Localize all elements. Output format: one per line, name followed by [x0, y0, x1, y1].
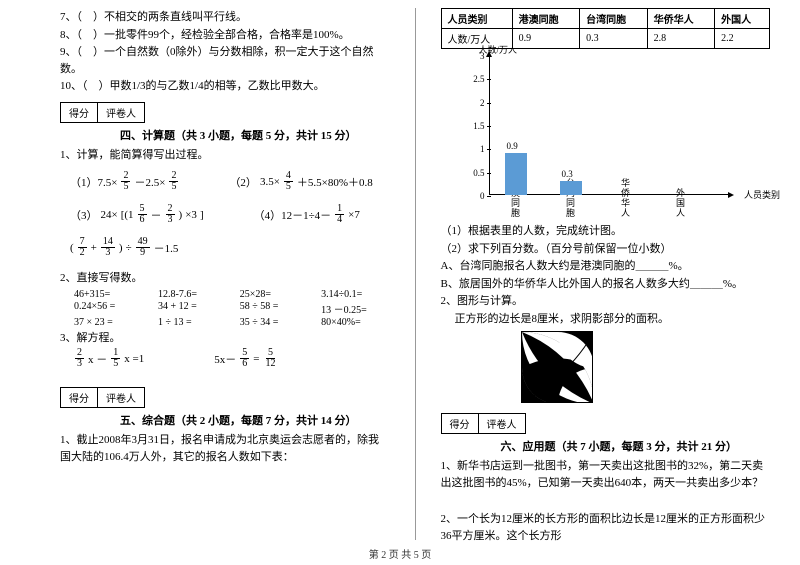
calc-grid: 46+315=12.8-7.6=25×28=3.14÷0.1= 0.24×56 … [74, 289, 390, 328]
q2-shape-intro: 2、图形与计算。 [441, 293, 771, 310]
math-4: （4）12－1÷4－ 14 ×7 [254, 204, 360, 225]
sub-q2: （2）求下列百分数。（百分号前保留一位小数） [441, 241, 771, 258]
judgment-7: 7、（ ）不相交的两条直线叫平行线。 [60, 9, 390, 26]
section-6-title: 六、应用题（共 7 小题，每题 3 分，共计 21 分） [501, 438, 771, 454]
q3-intro: 3、解方程。 [60, 330, 390, 347]
x-axis-label: 人员类别 [744, 188, 780, 201]
grader-label: 评卷人 [479, 414, 525, 433]
app-q1: 1、新华书店运到一批图书，第一天卖出这批图书的32%，第二天卖出这批图书的45%… [441, 458, 771, 491]
page-footer: 第 2 页 共 5 页 [0, 546, 800, 561]
score-label: 得分 [61, 103, 98, 122]
equation-1: 23 x － 15 x =1 [74, 348, 144, 369]
score-label: 得分 [61, 388, 98, 407]
math-3: （3） 24× [(156－23) ×3] [70, 204, 204, 225]
app-q2: 2、一个长为12厘米的长方形的面积比边长是12厘米的正方形面积少36平方厘米。这… [441, 511, 771, 544]
equation-2: 5x－ 56=512 [214, 348, 278, 369]
q5-1: 1、截止2008年3月31日，报名申请成为北京奥运会志愿者的，除我国大陆的106… [60, 432, 390, 465]
shape-figure [521, 331, 593, 403]
sub-qA: A、台湾同胞报名人数大约是港澳同胞的＿＿＿%。 [441, 258, 771, 275]
bar-chart: 人数/万人 人员类别 00.511.522.53港澳同胞0.9台湾同胞0.3华侨… [461, 55, 771, 215]
score-box-5: 得分 评卷人 [60, 387, 145, 408]
judgment-9: 9、（ ）一个自然数（0除外）与分数相除，积一定大于这个自然数。 [60, 44, 390, 77]
section-5-title: 五、综合题（共 2 小题，每题 7 分，共计 14 分） [120, 412, 390, 428]
grader-label: 评卷人 [98, 388, 144, 407]
q1-intro: 1、计算，能简算得写出过程。 [60, 147, 390, 164]
judgment-10: 10、（ ）甲数1/3的与乙数1/4的相等，乙数比甲数大。 [60, 78, 390, 95]
q2-intro: 2、直接写得数。 [60, 270, 390, 287]
sub-qB: B、旅居国外的华侨华人比外国人的报名人数多大约＿＿＿%。 [441, 276, 771, 293]
section-4-title: 四、计算题（共 3 小题，每题 5 分，共计 15 分） [120, 127, 390, 143]
math-1: （1）7.5× 25 －2.5× 25 [70, 171, 179, 192]
grader-label: 评卷人 [98, 103, 144, 122]
score-box-4: 得分 评卷人 [60, 102, 145, 123]
score-box-6: 得分 评卷人 [441, 413, 526, 434]
math-5: (72+143) ÷ 499 －1.5 [70, 237, 178, 258]
sub-q1: （1）根据表里的人数，完成统计图。 [441, 223, 771, 240]
q2-shape-text: 正方形的边长是8厘米，求阴影部分的面积。 [455, 311, 771, 328]
score-label: 得分 [442, 414, 479, 433]
judgment-8: 8、（ ）一批零件99个，经检验全部合格，合格率是100%。 [60, 27, 390, 44]
math-2: （2） 3.5× 45 ＋5.5×80%＋0.8 [229, 171, 372, 192]
